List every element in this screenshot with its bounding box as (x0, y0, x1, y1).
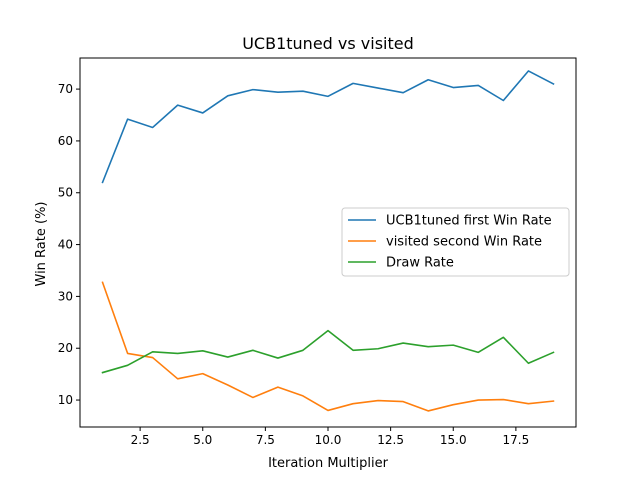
series-line-2 (101, 281, 555, 412)
legend-entry: Draw Rate (386, 256, 454, 271)
y-axis-label: Win Rate (%) (34, 202, 49, 287)
x-tick-label: 17.5 (503, 433, 530, 447)
legend-entry: visited second Win Rate (386, 235, 542, 250)
chart-title: UCB1tuned vs visited (242, 34, 414, 53)
legend-box (341, 207, 570, 277)
legend-entry: UCB1tuned first Win Rate (386, 214, 552, 229)
y-tick-label: 40 (58, 238, 73, 252)
series-line-3 (101, 329, 555, 374)
plot-lines (101, 70, 555, 412)
y-tick-label: 30 (58, 289, 73, 303)
y-tick-label: 60 (58, 134, 73, 148)
y-axis-ticks: 10 20 30 40 50 60 70 (58, 82, 80, 407)
x-tick-label: 2.5 (131, 433, 150, 447)
series-line-1 (101, 70, 555, 184)
y-tick-label: 70 (58, 82, 73, 96)
x-axis-label: Iteration Multiplier (268, 456, 389, 471)
y-tick-label: 10 (58, 393, 73, 407)
x-tick-label: 7.5 (256, 433, 275, 447)
y-tick-label: 20 (58, 341, 73, 355)
x-tick-label: 5.0 (193, 433, 212, 447)
x-axis-ticks: 2.5 5.0 7.5 10.0 12.5 15.0 17.5 (131, 427, 530, 447)
x-tick-label: 10.0 (315, 433, 342, 447)
legend: UCB1tuned first Win Rate visited second W… (341, 207, 570, 277)
y-tick-label: 50 (58, 186, 73, 200)
x-tick-label: 12.5 (377, 433, 404, 447)
x-tick-label: 15.0 (440, 433, 467, 447)
